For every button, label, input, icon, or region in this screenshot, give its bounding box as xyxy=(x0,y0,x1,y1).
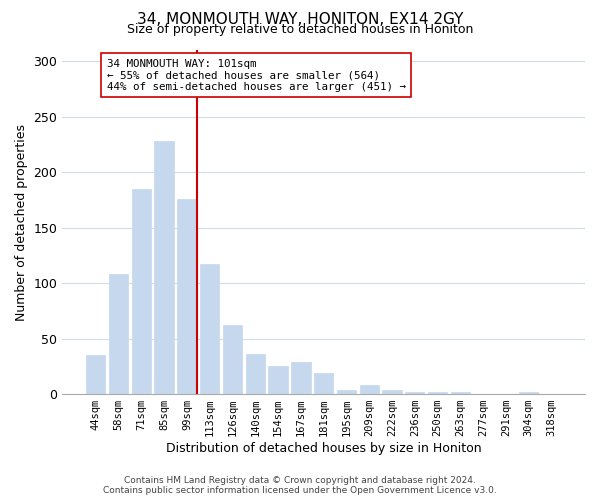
Bar xyxy=(291,362,311,394)
Bar xyxy=(428,392,447,394)
Bar xyxy=(245,354,265,394)
Bar xyxy=(177,198,197,394)
Bar xyxy=(359,385,379,394)
Bar xyxy=(154,141,174,394)
Bar xyxy=(131,188,151,394)
Text: Contains HM Land Registry data © Crown copyright and database right 2024.
Contai: Contains HM Land Registry data © Crown c… xyxy=(103,476,497,495)
Text: Size of property relative to detached houses in Honiton: Size of property relative to detached ho… xyxy=(127,22,473,36)
Bar xyxy=(519,392,538,394)
Bar xyxy=(200,264,220,394)
Bar xyxy=(314,373,334,394)
Bar xyxy=(268,366,288,394)
Y-axis label: Number of detached properties: Number of detached properties xyxy=(15,124,28,320)
Bar xyxy=(337,390,356,394)
Bar xyxy=(405,392,424,394)
X-axis label: Distribution of detached houses by size in Honiton: Distribution of detached houses by size … xyxy=(166,442,481,455)
Text: 34 MONMOUTH WAY: 101sqm
← 55% of detached houses are smaller (564)
44% of semi-d: 34 MONMOUTH WAY: 101sqm ← 55% of detache… xyxy=(107,58,406,92)
Bar xyxy=(451,392,470,394)
Bar xyxy=(109,274,128,394)
Text: 34, MONMOUTH WAY, HONITON, EX14 2GY: 34, MONMOUTH WAY, HONITON, EX14 2GY xyxy=(137,12,463,28)
Bar xyxy=(86,355,106,394)
Bar xyxy=(223,326,242,394)
Bar xyxy=(382,390,402,394)
